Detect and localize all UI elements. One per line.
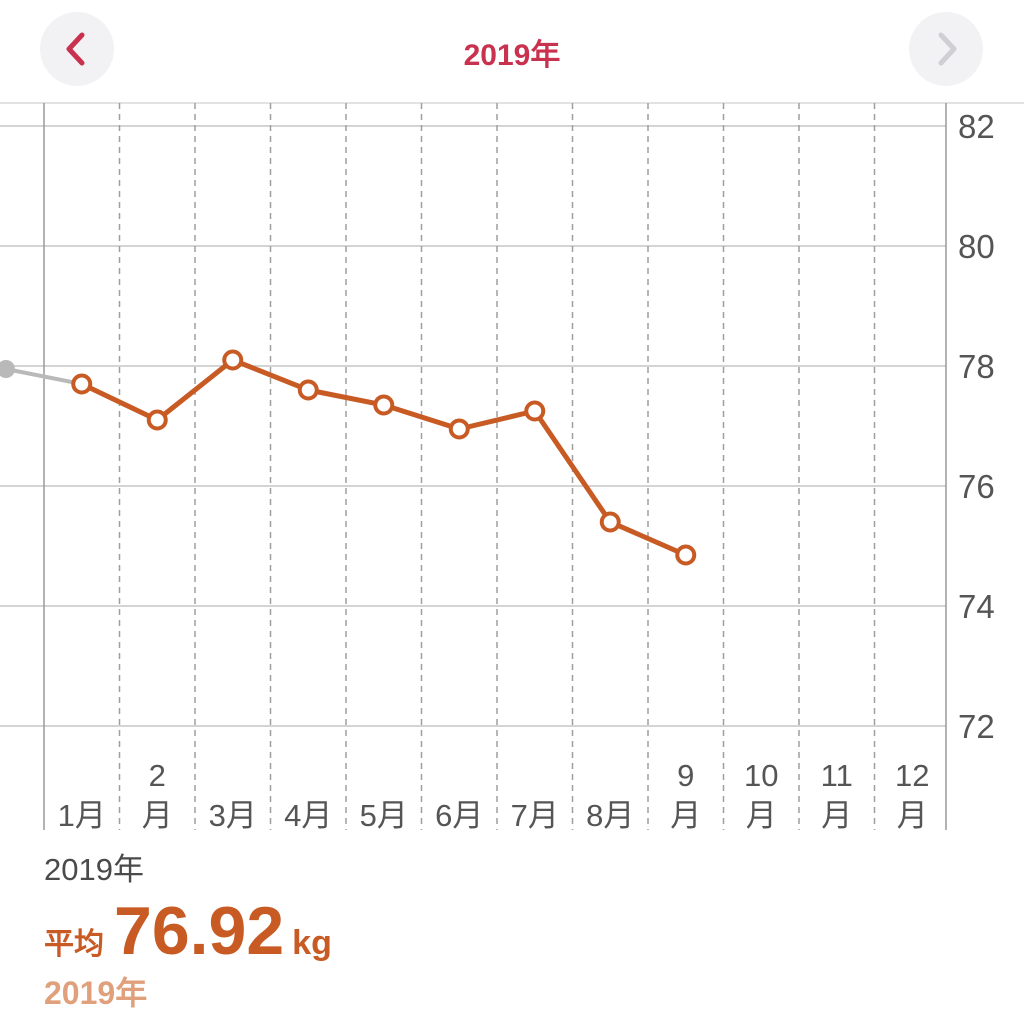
y-tick-label: 74	[958, 588, 995, 625]
page-title: 2019年	[463, 39, 561, 72]
previous-year-point	[0, 360, 15, 378]
data-point	[448, 418, 470, 440]
data-point	[373, 394, 395, 416]
data-point	[599, 511, 621, 533]
x-tick-label: 8月	[586, 798, 634, 833]
average-period: 2019年	[44, 975, 148, 1011]
y-tick-label: 80	[958, 228, 995, 265]
x-tick-label: 10	[744, 758, 778, 793]
next-year-button[interactable]	[909, 12, 983, 86]
y-tick-label: 72	[958, 708, 995, 745]
x-tick-label: 月	[897, 798, 928, 833]
data-point	[222, 349, 244, 371]
x-tick-label: 9	[677, 758, 694, 793]
previous-year-connector	[5, 367, 83, 386]
y-tick-label: 78	[958, 348, 995, 385]
average-unit: kg	[292, 924, 332, 962]
chevron-right-icon	[938, 32, 957, 66]
weight-chart[interactable]: 72 74 76 78 80 82 1月 2 月 3月 4月 5月 6月 7月 8月 9 月 10 月 11 月 12 月	[0, 0, 1024, 840]
series-line	[79, 357, 689, 558]
data-point	[524, 400, 546, 422]
data-point	[71, 373, 93, 395]
y-tick-label: 82	[958, 108, 995, 145]
x-tick-label: 12	[895, 758, 929, 793]
data-point	[146, 409, 168, 431]
x-tick-label: 7月	[511, 798, 559, 833]
x-tick-label: 2	[149, 758, 166, 793]
x-tick-label: 月	[142, 798, 173, 833]
x-tick-label: 3月	[209, 798, 257, 833]
average-label: 平均	[44, 928, 104, 961]
y-tick-label: 76	[958, 468, 995, 505]
x-tick-label: 5月	[360, 798, 408, 833]
x-tick-label: 月	[821, 798, 852, 833]
x-tick-label: 4月	[284, 798, 332, 833]
x-tick-label: 月	[746, 798, 777, 833]
chart-year-caption: 2019年	[44, 852, 144, 887]
x-tick-label: 月	[670, 798, 701, 833]
x-tick-label: 11	[821, 758, 853, 793]
average-summary: 平均 76.92 kg	[44, 892, 332, 970]
data-point	[675, 544, 697, 566]
data-point	[297, 379, 319, 401]
previous-year-button[interactable]	[40, 12, 114, 86]
x-tick-label: 1月	[58, 798, 106, 833]
x-tick-label: 6月	[435, 798, 483, 833]
average-value: 76.92	[114, 893, 285, 969]
chevron-left-icon	[66, 32, 85, 66]
